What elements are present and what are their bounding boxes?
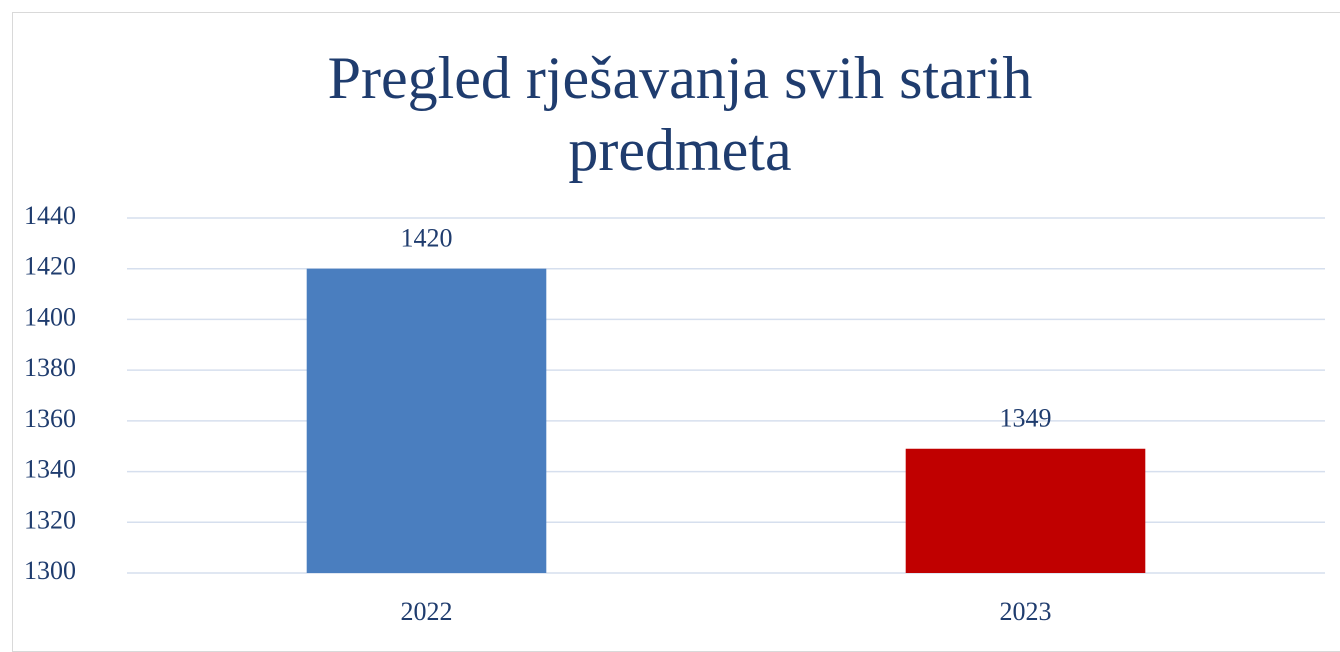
y-tick-label: 1300 bbox=[24, 556, 76, 585]
data-label: 1420 bbox=[401, 224, 453, 253]
y-tick-label: 1360 bbox=[24, 404, 76, 433]
y-tick-label: 1440 bbox=[24, 201, 76, 230]
chart-title: Pregled rješavanja svih starih predmeta bbox=[327, 45, 1033, 183]
x-tick-label: 2022 bbox=[401, 597, 453, 626]
data-label: 1349 bbox=[1000, 404, 1052, 433]
y-tick-label: 1400 bbox=[24, 302, 76, 331]
bar bbox=[306, 268, 547, 573]
y-tick-label: 1420 bbox=[24, 252, 76, 281]
y-tick-label: 1380 bbox=[24, 353, 76, 382]
x-tick-label: 2023 bbox=[1000, 597, 1052, 626]
bar bbox=[905, 448, 1146, 573]
y-tick-label: 1320 bbox=[24, 505, 76, 534]
y-tick-label: 1340 bbox=[24, 455, 76, 484]
